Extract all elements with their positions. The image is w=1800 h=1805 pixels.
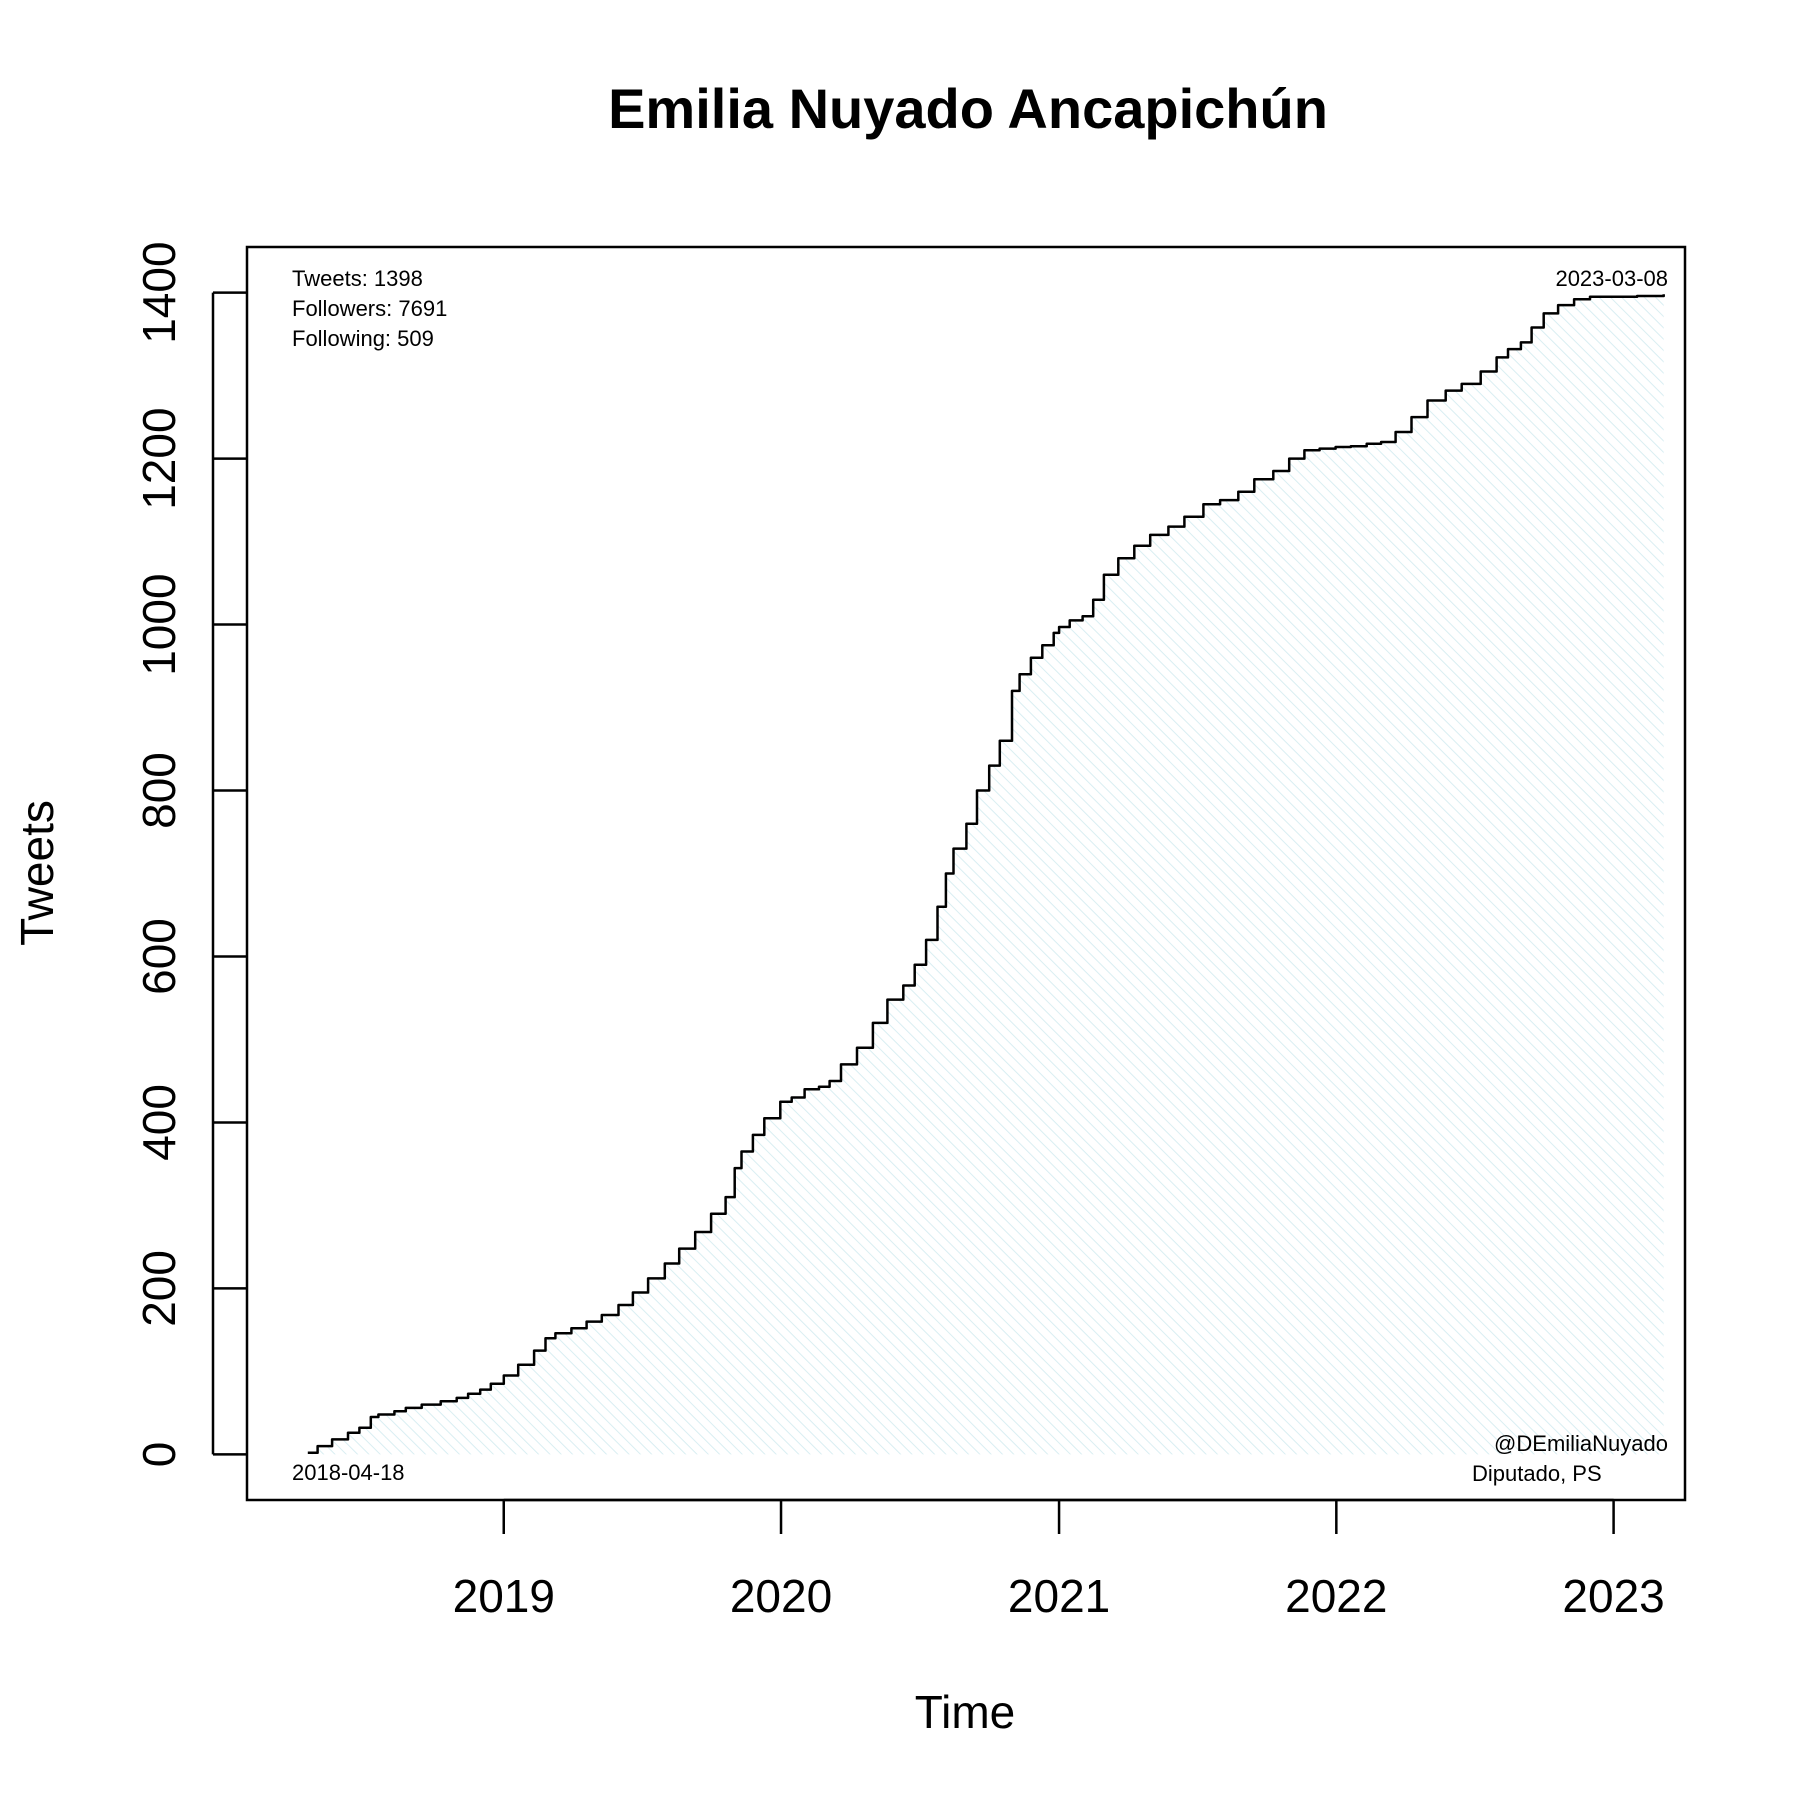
account-role: Diputado, PS: [1472, 1461, 1602, 1486]
twitter-handle: @DEmiliaNuyado: [1494, 1431, 1668, 1456]
stat-tweets: Tweets: 1398: [292, 266, 423, 291]
x-tick-label: 2022: [1285, 1570, 1387, 1622]
y-tick-label: 600: [133, 918, 185, 995]
end-date-label: 2023-03-08: [1555, 266, 1668, 291]
y-tick-label: 400: [133, 1084, 185, 1161]
y-tick-label: 1400: [133, 241, 185, 343]
x-tick-label: 2020: [730, 1570, 832, 1622]
start-date-label: 2018-04-18: [292, 1460, 405, 1485]
x-tick-label: 2019: [453, 1570, 555, 1622]
chart-title: Emilia Nuyado Ancapichún: [608, 77, 1328, 140]
plot-area: [307, 294, 1665, 1455]
y-tick-label: 800: [133, 752, 185, 829]
y-tick-label: 200: [133, 1250, 185, 1327]
y-tick-label: 1000: [133, 573, 185, 675]
x-axis-title: Time: [915, 1686, 1016, 1738]
y-axis: 0 200 400 600 800 1000 1200 1400: [133, 241, 247, 1467]
x-axis: 2019 2020 2021 2022 2023: [453, 1498, 1665, 1622]
y-axis-title: Tweets: [11, 800, 63, 946]
y-tick-label: 0: [133, 1442, 185, 1468]
stat-followers: Followers: 7691: [292, 296, 447, 321]
x-tick-label: 2021: [1008, 1570, 1110, 1622]
y-tick-label: 1200: [133, 407, 185, 509]
tweets-series-line: [307, 294, 1665, 1454]
x-tick-label: 2023: [1562, 1570, 1664, 1622]
tweets-area-fill: [307, 294, 1664, 1455]
stat-following: Following: 509: [292, 326, 434, 351]
